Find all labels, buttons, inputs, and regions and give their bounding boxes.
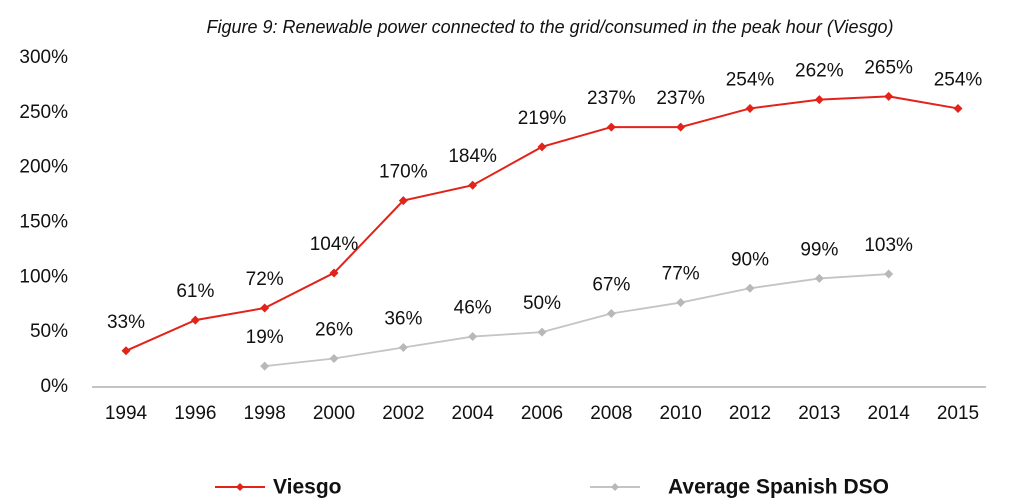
x-tick-label: 2002 <box>382 403 424 424</box>
data-label: 26% <box>315 320 353 341</box>
data-label: 99% <box>800 239 838 260</box>
data-label: 67% <box>592 275 630 296</box>
x-tick-label: 2015 <box>937 403 979 424</box>
point-marker <box>260 361 270 371</box>
data-label: 254% <box>934 69 983 90</box>
point-marker <box>537 327 547 337</box>
data-label: 19% <box>246 327 284 348</box>
point-marker <box>884 91 894 101</box>
point-marker <box>329 268 339 278</box>
point-marker <box>468 180 478 190</box>
point-marker <box>745 283 755 293</box>
x-tick-label: 2014 <box>868 403 911 424</box>
x-tick-label: 1994 <box>105 403 148 424</box>
point-marker <box>814 273 824 283</box>
point-marker <box>676 122 686 132</box>
data-label: 50% <box>523 293 561 314</box>
point-marker <box>190 315 200 325</box>
point-marker <box>398 196 408 206</box>
x-tick-label: 2010 <box>660 403 702 424</box>
y-tick-label: 50% <box>30 321 68 342</box>
data-label: 36% <box>384 309 422 330</box>
x-tick-label: 2008 <box>590 403 632 424</box>
series-line <box>264 273 889 368</box>
x-tick-label: 1996 <box>174 403 216 424</box>
x-tick-label: 2012 <box>729 403 771 424</box>
legend-marker <box>611 483 619 491</box>
legend-label: Average Spanish DSO <box>668 476 889 499</box>
y-tick-label: 300% <box>19 47 68 68</box>
point-marker <box>814 95 824 105</box>
data-label: 90% <box>731 249 769 270</box>
data-label: 46% <box>454 298 492 319</box>
y-tick-label: 200% <box>19 157 68 178</box>
point-marker <box>745 103 755 113</box>
point-marker <box>953 103 963 113</box>
point-marker <box>676 298 686 308</box>
data-label: 72% <box>246 269 284 290</box>
data-label: 104% <box>310 234 359 255</box>
point-marker <box>121 346 131 356</box>
point-marker <box>606 122 616 132</box>
x-tick-label: 2006 <box>521 403 563 424</box>
data-label: 265% <box>864 57 913 78</box>
data-label: 254% <box>726 69 775 90</box>
point-marker <box>260 303 270 313</box>
data-label: 237% <box>587 88 636 109</box>
data-label: 184% <box>448 146 497 167</box>
data-label: 103% <box>864 235 913 256</box>
point-marker <box>537 142 547 152</box>
x-tick-label: 2000 <box>313 403 355 424</box>
data-label: 33% <box>107 312 145 333</box>
x-tick-label: 2013 <box>798 403 840 424</box>
y-tick-label: 250% <box>19 102 68 123</box>
point-marker <box>884 269 894 279</box>
y-tick-label: 0% <box>41 376 69 397</box>
data-label: 170% <box>379 162 428 183</box>
legend-marker <box>236 483 244 491</box>
point-marker <box>398 343 408 353</box>
data-label: 77% <box>662 264 700 285</box>
point-marker <box>468 332 478 342</box>
point-marker <box>606 309 616 319</box>
data-label: 237% <box>656 88 705 109</box>
data-label: 61% <box>176 281 214 302</box>
data-label: 219% <box>518 108 567 129</box>
legend-label: Viesgo <box>273 476 341 499</box>
x-tick-label: 1998 <box>244 403 286 424</box>
y-tick-label: 150% <box>19 212 68 233</box>
y-tick-label: 100% <box>19 266 68 287</box>
x-tick-label: 2004 <box>452 403 495 424</box>
data-label: 262% <box>795 61 844 82</box>
point-marker <box>329 353 339 363</box>
chart-title: Figure 9: Renewable power connected to t… <box>206 17 893 37</box>
